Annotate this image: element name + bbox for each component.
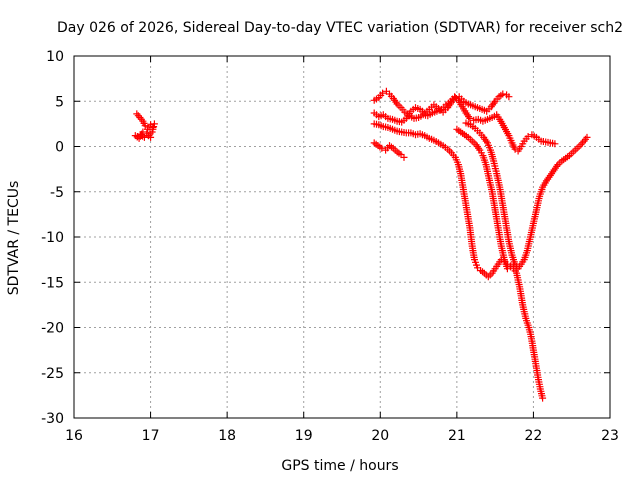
- x-tick-label: 19: [295, 428, 313, 444]
- data-point: [379, 89, 387, 97]
- x-tick-label: 18: [218, 428, 236, 444]
- data-point: [524, 133, 532, 140]
- data-point: [578, 139, 586, 147]
- x-tick-label: 17: [142, 428, 160, 444]
- chart-title: Day 026 of 2026, Sidereal Day-to-day VTE…: [57, 20, 623, 36]
- data-point: [583, 133, 591, 141]
- series-cluster-17h: [131, 110, 158, 142]
- y-tick-label: -20: [41, 321, 64, 337]
- x-tick-label: 21: [448, 428, 466, 444]
- data-point: [451, 94, 459, 102]
- series-track-f: [462, 119, 591, 273]
- data-point: [141, 122, 149, 130]
- data-points: [131, 87, 591, 402]
- data-point: [499, 90, 507, 98]
- data-point: [139, 128, 147, 136]
- data-point: [466, 114, 474, 122]
- axis-ticks: 16 17 18 19 20 21 22 23 10 5 0 -5 -10 -15 -20 -25 -30: [41, 49, 619, 444]
- y-tick-label: 5: [55, 94, 64, 110]
- data-point: [134, 112, 142, 120]
- data-point: [539, 394, 547, 402]
- x-tick-label: 22: [525, 428, 543, 444]
- y-tick-label: 10: [46, 49, 64, 65]
- y-tick-label: -15: [41, 275, 64, 291]
- data-point: [133, 110, 141, 118]
- x-tick-label: 20: [371, 428, 389, 444]
- x-tick-label: 23: [601, 428, 619, 444]
- data-point: [551, 140, 559, 148]
- series-track-e: [453, 125, 547, 402]
- y-tick-label: -5: [50, 185, 64, 201]
- x-tick-label: 16: [65, 428, 83, 444]
- series-track-d: [370, 139, 408, 161]
- y-tick-label: -30: [41, 411, 64, 427]
- data-point: [400, 153, 408, 161]
- y-tick-label: 0: [55, 140, 64, 156]
- y-tick-label: -25: [41, 366, 64, 382]
- data-point: [147, 133, 155, 141]
- y-tick-label: -10: [41, 230, 64, 246]
- series-track-b: [370, 90, 513, 126]
- data-point: [505, 93, 513, 101]
- x-axis-label: GPS time / hours: [281, 458, 398, 474]
- y-axis-label: SDTVAR / TECUs: [6, 181, 22, 296]
